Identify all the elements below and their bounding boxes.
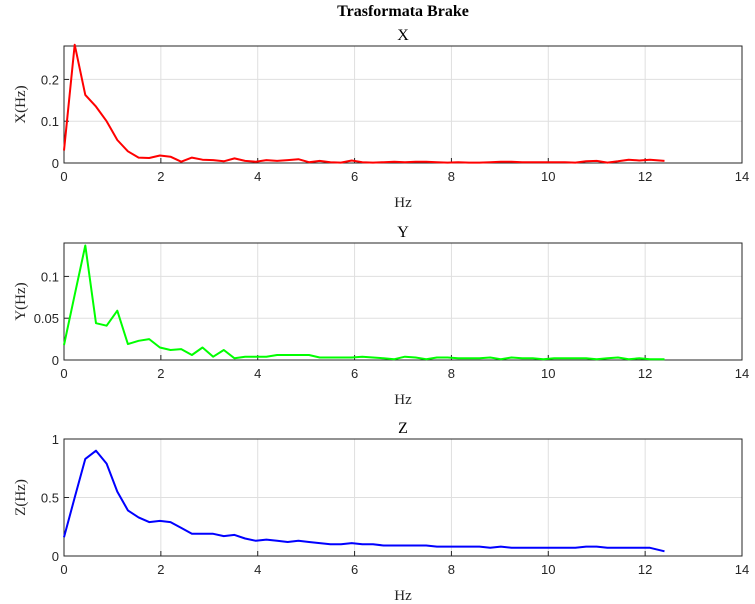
subplot-0: 0 2 4 6 8 10 12 14 0 0.1 0.2 X Hz X(Hz) <box>13 27 749 211</box>
axes-frame <box>63 242 743 361</box>
y-tick-label: 1 <box>52 432 59 447</box>
y-axis-label: X(Hz) <box>13 85 29 123</box>
x-tick-label: 2 <box>157 169 164 184</box>
y-tick-label: 0.1 <box>41 269 59 284</box>
x-tick-label: 2 <box>157 366 164 381</box>
x-tick-label: 10 <box>541 366 555 381</box>
y-axis-label: Y(Hz) <box>13 282 29 320</box>
x-tick-label: 14 <box>735 562 749 577</box>
series-line-0 <box>63 244 665 361</box>
x-tick-label: 10 <box>541 562 555 577</box>
y-tick-label: 0 <box>52 156 59 171</box>
y-axis-label: Z(Hz) <box>13 479 29 516</box>
x-tick-label: 2 <box>157 562 164 577</box>
y-tick-label: 0.1 <box>41 114 59 129</box>
x-tick-label: 12 <box>638 562 652 577</box>
x-tick-label: 0 <box>60 562 67 577</box>
x-tick-label: 6 <box>351 366 358 381</box>
x-tick-label: 10 <box>541 169 555 184</box>
y-tick-label: 0.05 <box>34 311 59 326</box>
x-tick-label: 0 <box>60 366 67 381</box>
x-tick-label: 8 <box>448 562 455 577</box>
panel-title: Z <box>398 420 408 437</box>
subplot-2: 0 2 4 6 8 10 12 14 0 0.5 1 Z Hz Z(Hz) <box>13 420 749 604</box>
x-tick-label: 14 <box>735 366 749 381</box>
x-axis-label: Hz <box>394 195 412 211</box>
plot-area <box>64 46 742 163</box>
x-axis-label: Hz <box>394 588 412 604</box>
x-tick-label: 14 <box>735 169 749 184</box>
x-tick-label: 4 <box>254 366 261 381</box>
y-tick-label: 0.5 <box>41 491 59 506</box>
subplot-1: 0 2 4 6 8 10 12 14 0 0.05 0.1 Y Hz Y(Hz) <box>13 224 749 408</box>
x-tick-label: 8 <box>448 366 455 381</box>
x-tick-label: 12 <box>638 169 652 184</box>
figure-title: Trasformata Brake <box>337 3 469 20</box>
x-tick-label: 4 <box>254 562 261 577</box>
y-tick-label: 0 <box>52 353 59 368</box>
x-tick-label: 12 <box>638 366 652 381</box>
y-tick-label: 0 <box>52 549 59 564</box>
series-line-0 <box>63 449 665 553</box>
x-tick-label: 6 <box>351 169 358 184</box>
x-tick-label: 0 <box>60 169 67 184</box>
series-line-0 <box>63 43 665 164</box>
x-tick-label: 8 <box>448 169 455 184</box>
plot-area <box>64 243 742 360</box>
panel-title: Y <box>397 224 409 241</box>
axes-frame <box>63 438 743 557</box>
y-tick-label: 0.2 <box>41 72 59 87</box>
x-axis-label: Hz <box>394 392 412 408</box>
x-tick-label: 6 <box>351 562 358 577</box>
x-tick-label: 4 <box>254 169 261 184</box>
panel-title: X <box>397 27 409 44</box>
